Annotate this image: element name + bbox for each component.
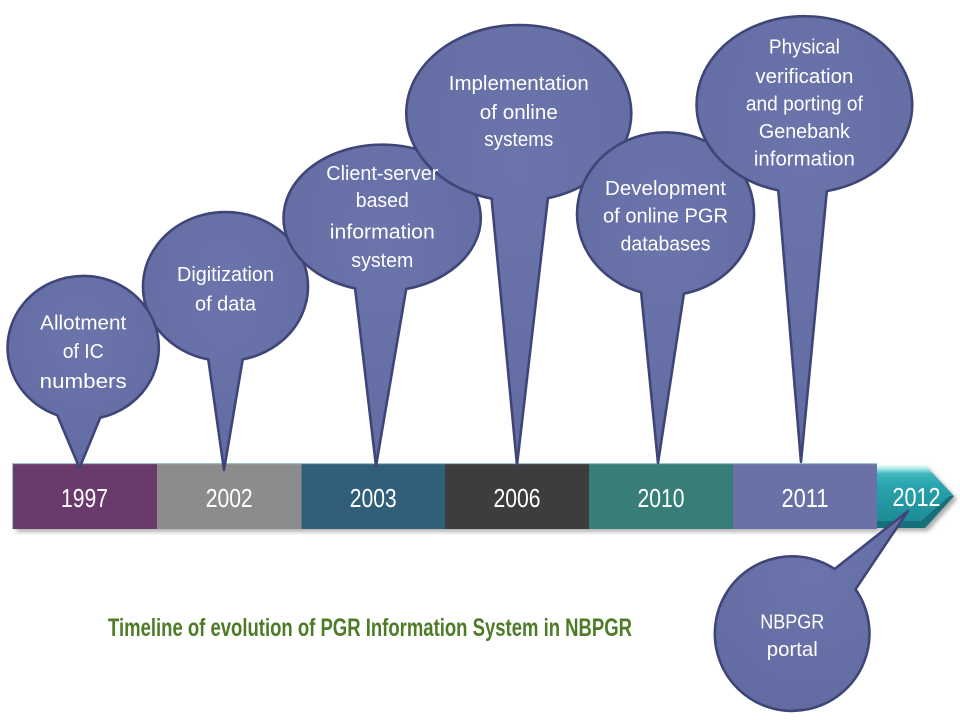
svg-text:verification: verification	[755, 66, 853, 88]
svg-text:of online: of online	[480, 102, 558, 124]
svg-text:systems: systems	[484, 129, 553, 151]
svg-text:Client-server: Client-server	[326, 163, 438, 185]
svg-text:Implementation: Implementation	[449, 73, 589, 95]
svg-text:2011: 2011	[782, 483, 829, 513]
svg-text:Genebank: Genebank	[759, 121, 851, 143]
svg-text:of online PGR: of online PGR	[603, 206, 728, 228]
svg-text:information: information	[330, 222, 435, 244]
svg-text:2002: 2002	[206, 483, 253, 513]
svg-text:of IC: of IC	[63, 341, 104, 363]
svg-text:information: information	[754, 149, 855, 171]
svg-text:2010: 2010	[638, 483, 685, 513]
svg-text:2003: 2003	[350, 483, 397, 513]
svg-text:portal: portal	[767, 639, 818, 661]
svg-text:Development: Development	[605, 178, 726, 200]
svg-text:based: based	[356, 190, 409, 212]
svg-text:1997: 1997	[61, 483, 108, 513]
svg-text:numbers: numbers	[40, 371, 127, 393]
svg-text:system: system	[351, 250, 413, 272]
svg-text:and porting of: and porting of	[746, 94, 863, 116]
svg-text:Allotment: Allotment	[40, 313, 126, 335]
svg-text:Physical: Physical	[769, 37, 840, 59]
svg-text:2012: 2012	[893, 482, 941, 512]
svg-text:of data: of data	[195, 294, 257, 316]
svg-text:2006: 2006	[494, 483, 541, 513]
svg-text:NBPGR: NBPGR	[760, 612, 824, 634]
svg-text:Digitization: Digitization	[177, 264, 274, 286]
svg-text:databases: databases	[621, 234, 711, 256]
svg-text:Timeline of evolution of PGR I: Timeline of evolution of PGR Information…	[108, 614, 632, 642]
